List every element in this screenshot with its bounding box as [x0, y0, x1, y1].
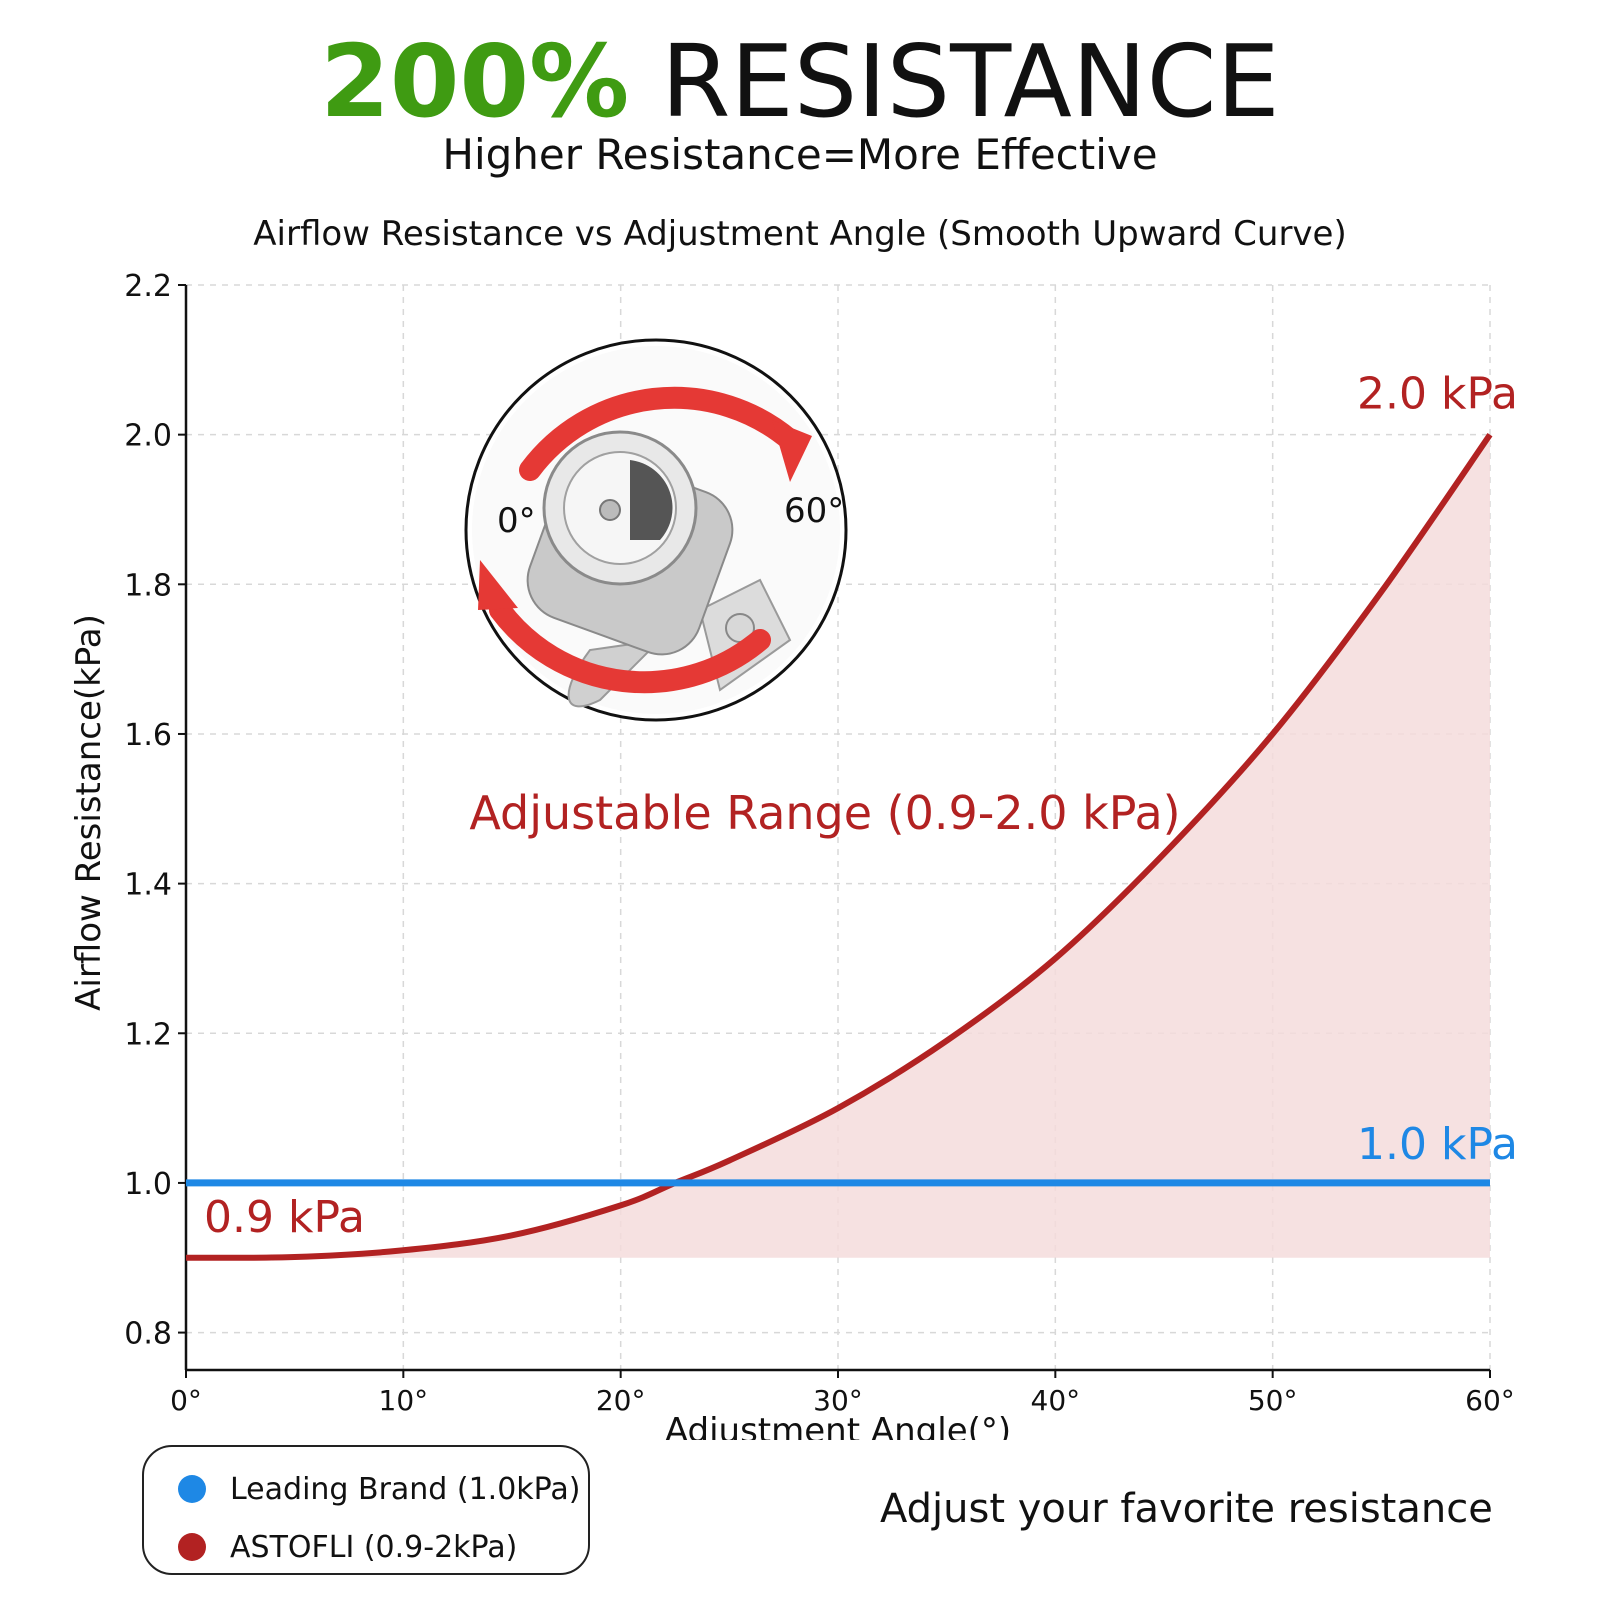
legend-label: Leading Brand (1.0kPa) — [230, 1471, 581, 1507]
chart-legend: Leading Brand (1.0kPa) ASTOFLI (0.9-2kPa… — [142, 1445, 590, 1575]
y-tick-label: 1.0 — [124, 1167, 172, 1202]
max-value-label: 2.0 kPa — [1357, 369, 1518, 420]
arrow-head-bottom — [478, 560, 518, 610]
x-tick-label: 0° — [170, 1384, 202, 1417]
x-tick-label: 60° — [1465, 1384, 1515, 1417]
legend-item-astofli: ASTOFLI (0.9-2kPa) — [178, 1527, 517, 1567]
headline-highlight: 200% — [320, 23, 630, 140]
y-tick-labels: 0.8 1.0 1.2 1.4 1.6 1.8 2.0 2.2 — [124, 269, 172, 1352]
chart-axes: Adjustment Angle(°) Airflow Resistance(kP… — [69, 284, 1491, 1440]
x-tick-label: 20° — [596, 1384, 646, 1417]
headline-title: RESISTANCE — [661, 23, 1280, 140]
subtitle: Higher Resistance=More Effective — [442, 130, 1158, 179]
y-tick-label: 2.2 — [124, 269, 172, 304]
chart-annotations: 2.0 kPa 1.0 kPa 0.9 kPa Adjustable Range (0… — [204, 369, 1518, 1243]
y-tick-label: 1.8 — [124, 568, 172, 603]
arrow-head-top — [772, 420, 812, 482]
y-tick-label: 2.0 — [124, 419, 172, 454]
legend-swatch-red — [178, 1533, 206, 1561]
baseline-value-label: 1.0 kPa — [1357, 1119, 1518, 1170]
inset-start-angle-label: 0° — [497, 501, 536, 541]
resistance-chart: Adjustment Angle(°) Airflow Resistance(kP… — [69, 269, 1518, 1440]
inset-valve-slot — [630, 460, 673, 540]
x-tick-label: 50° — [1248, 1384, 1298, 1417]
adjustable-range-fill — [186, 434, 1490, 1258]
x-tick-label: 30° — [813, 1384, 863, 1417]
astofli-series-line — [185, 432, 1493, 1261]
x-tick-label: 10° — [379, 1384, 429, 1417]
y-axis-label: Airflow Resistance(kPa) — [69, 614, 109, 1011]
y-tick-label: 1.2 — [124, 1017, 172, 1052]
legend-item-leading-brand: Leading Brand (1.0kPa) — [178, 1469, 581, 1509]
adjustable-range-label: Adjustable Range (0.9-2.0 kPa) — [469, 786, 1180, 840]
arrow-arc-bottom — [489, 599, 771, 694]
tagline: Adjust your favorite resistance — [880, 1486, 1493, 1532]
x-tick-labels: 0° 10° 20° 30° 40° 50° 60° — [170, 1384, 1515, 1417]
min-value-label: 0.9 kPa — [204, 1192, 365, 1243]
x-axis-label: Adjustment Angle(°) — [665, 1411, 1011, 1440]
legend-swatch-blue — [178, 1475, 206, 1503]
headline: 200% RESISTANCE — [0, 22, 1600, 142]
y-tick-label: 1.6 — [124, 718, 172, 753]
chart-title: Airflow Resistance vs Adjustment Angle (… — [253, 214, 1347, 254]
y-tick-label: 0.8 — [124, 1317, 172, 1352]
arrow-arc-top — [519, 386, 801, 481]
inset-end-angle-label: 60° — [784, 491, 844, 531]
x-tick-label: 40° — [1031, 1384, 1081, 1417]
adjuster-inset-illustration — [464, 338, 848, 722]
y-tick-label: 1.4 — [124, 868, 172, 903]
inset-screw — [599, 499, 621, 521]
legend-label: ASTOFLI (0.9-2kPa) — [230, 1529, 518, 1565]
